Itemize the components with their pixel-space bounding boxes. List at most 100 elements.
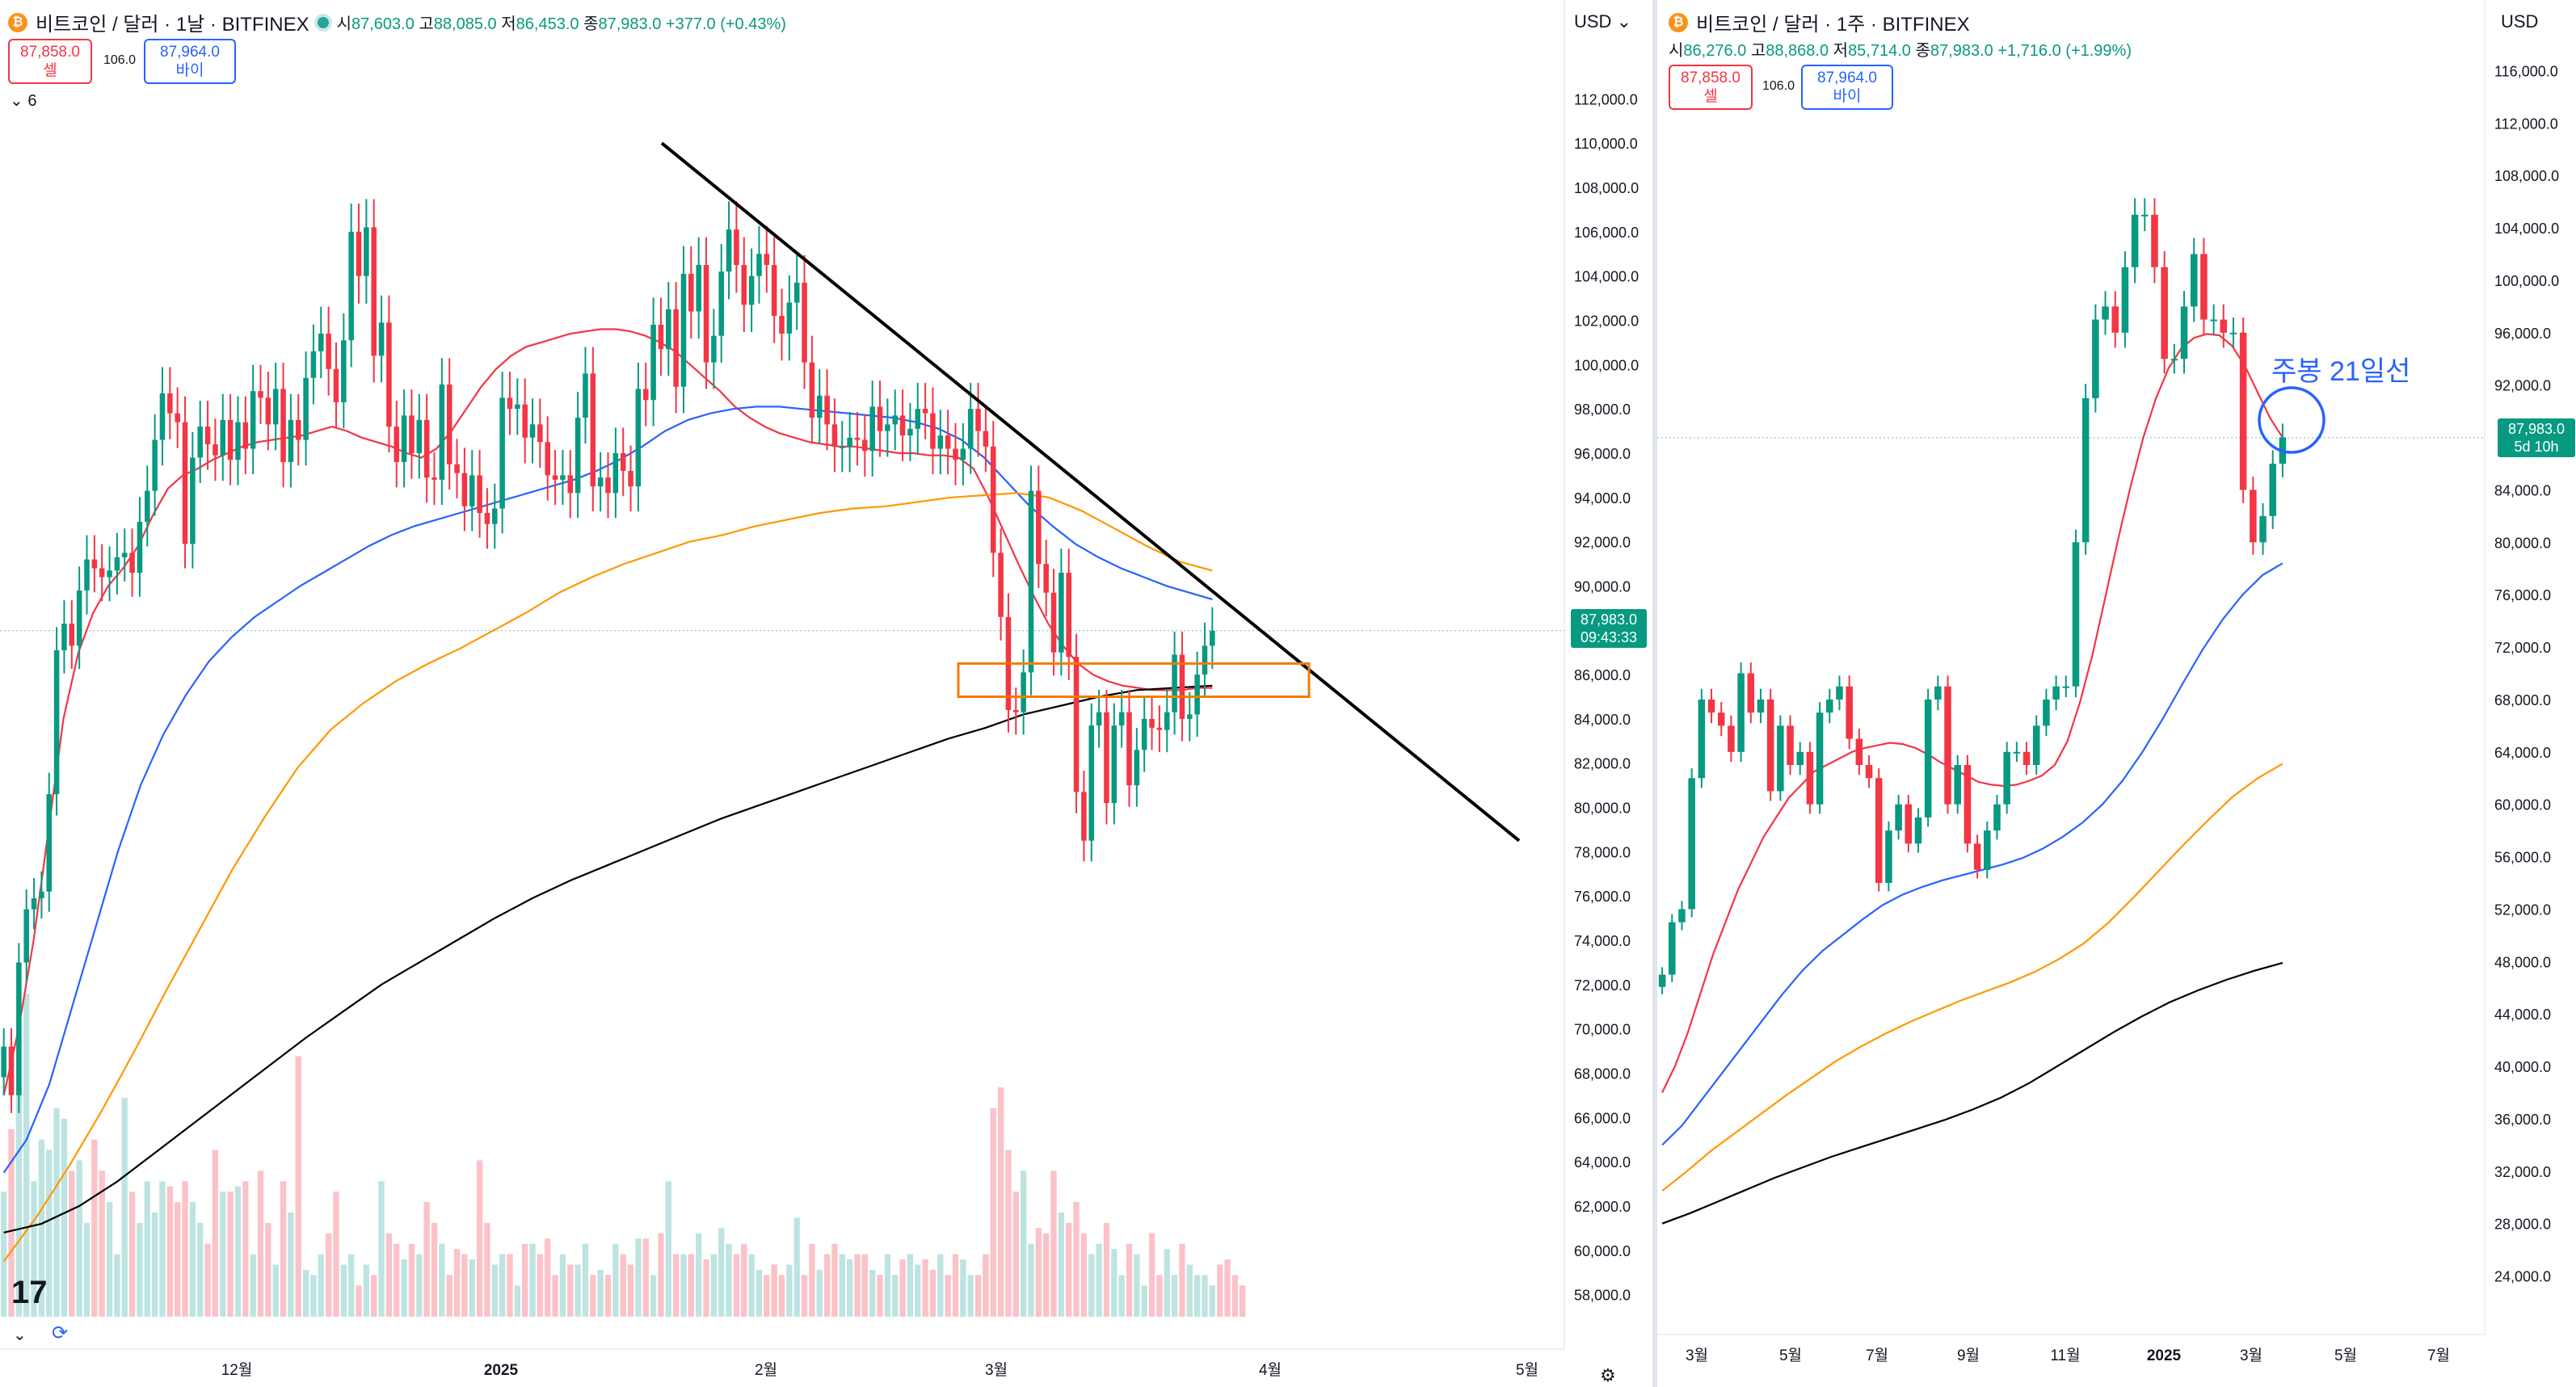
volume-bar <box>1080 1233 1088 1317</box>
candle-body <box>1194 675 1200 715</box>
candle-body <box>1059 573 1064 653</box>
candle-body <box>953 448 958 460</box>
symbol-title[interactable]: 비트코인 / 달러 · 1날 · BITFINEX <box>36 14 309 36</box>
candle-body <box>258 391 263 398</box>
refresh-icon[interactable]: ⟳ <box>52 1322 69 1344</box>
candle-body <box>831 424 838 447</box>
candle-body <box>1187 714 1193 719</box>
bitcoin-icon: ₿ <box>1669 12 1688 32</box>
candle-body <box>1202 645 1208 675</box>
volume-bar <box>793 1217 800 1317</box>
volume-bar <box>658 1233 664 1317</box>
candle-body <box>1934 686 1942 700</box>
volume-bar <box>915 1264 921 1317</box>
collapse-chevron-icon[interactable]: ⌄ <box>13 1326 27 1344</box>
currency-label[interactable]: USD <box>2501 11 2539 32</box>
weekly-chart-pane[interactable]: ₿ 비트코인 / 달러 · 1주 · BITFINEX 시86,276.0 고8… <box>1657 0 2576 1387</box>
daily-chart-pane[interactable]: ₿ 비트코인 / 달러 · 1날 · BITFINEX 시87,603.0 고8… <box>0 0 1652 1387</box>
candle-body <box>869 406 875 452</box>
volume-bar <box>688 1254 694 1317</box>
candle-body <box>2121 267 2129 333</box>
candle-body <box>1836 686 1843 700</box>
candle-body <box>197 427 203 458</box>
candle-body <box>960 448 966 460</box>
volume-bar <box>1231 1275 1239 1317</box>
candle-body <box>2269 464 2276 516</box>
volume-bar <box>61 1118 68 1317</box>
time-tick-label: 4월 <box>1259 1361 1282 1379</box>
candle-body <box>666 309 671 350</box>
candle-body <box>1104 712 1109 804</box>
candle-body <box>2032 725 2040 766</box>
indicator-toggle[interactable]: ⌄ 6 <box>10 92 37 110</box>
volume-bar <box>83 1222 90 1317</box>
pane-divider[interactable] <box>1652 0 1657 1387</box>
candle-body <box>998 553 1004 617</box>
candle-body <box>1806 751 1814 805</box>
buy-button[interactable]: 87,964.0 바이 <box>1801 65 1893 110</box>
annotation-text[interactable]: 주봉 21일선 <box>2271 356 2411 387</box>
candle-body <box>454 464 460 473</box>
candle-body <box>771 264 777 317</box>
volume-bar <box>1134 1254 1140 1317</box>
candle-body <box>1905 804 1913 844</box>
candle-body <box>764 254 770 265</box>
volume-bar <box>1141 1285 1147 1317</box>
price-tick-label: 106,000.0 <box>1574 225 1639 241</box>
volume-bar <box>378 1181 385 1317</box>
daily-candlestick-chart[interactable]: 112,000.0 110,000.0 108,000.0 106,000.0 104,… <box>0 0 1652 1387</box>
candle-body <box>545 442 550 476</box>
price-tick-label: 62,000.0 <box>1574 1199 1631 1215</box>
volume-bar <box>8 1129 15 1317</box>
volume-bar <box>575 1264 581 1317</box>
volume-bar <box>318 1254 324 1317</box>
sell-button[interactable]: 87,858.0 셀 <box>8 39 92 84</box>
candle-body <box>756 254 762 276</box>
buy-button[interactable]: 87,964.0 바이 <box>144 39 236 84</box>
volume-bar <box>1209 1285 1215 1317</box>
volume-bar <box>1193 1275 1201 1317</box>
candle-body <box>2013 751 2021 754</box>
candle-body <box>612 452 619 494</box>
candle-body <box>658 325 664 350</box>
volume-bar <box>642 1238 649 1317</box>
candle-body <box>1993 804 2001 831</box>
candle-body <box>1164 712 1170 730</box>
volume-bar <box>650 1275 657 1317</box>
volume-bar <box>907 1254 914 1317</box>
sell-button[interactable]: 87,858.0 셀 <box>1669 65 1753 110</box>
symbol-title[interactable]: 비트코인 / 달러 · 1주 · BITFINEX <box>1696 14 1970 36</box>
ema_short-line <box>2 328 1213 1096</box>
weekly-candlestick-chart[interactable]: 116,000.0 112,000.0 108,000.0 104,000.0 100,… <box>1657 0 2576 1387</box>
currency-selector[interactable]: USD ⌄ <box>1574 11 1632 32</box>
candle-body <box>1036 490 1042 565</box>
candle-body <box>1156 727 1163 730</box>
price-tick-label: 68,000.0 <box>2494 692 2551 708</box>
candle-body <box>1777 725 1784 792</box>
volume-bar <box>627 1264 634 1317</box>
volume-bar <box>144 1181 150 1317</box>
price-tick-label: 76,000.0 <box>2494 587 2551 603</box>
tradingview-logo[interactable]: 17 <box>11 1275 48 1310</box>
candle-body <box>930 413 936 449</box>
volume-bar <box>189 1202 196 1317</box>
volume-bar <box>333 1192 339 1317</box>
candle-body <box>348 231 354 341</box>
volume-bar <box>401 1259 407 1317</box>
volume-bar <box>1171 1275 1178 1317</box>
candle-body <box>469 475 475 506</box>
volume-bar <box>823 1254 831 1317</box>
candle-body <box>1855 738 1863 766</box>
volume-bar <box>952 1254 959 1317</box>
candle-body <box>84 559 90 591</box>
price-tick-label: 60,000.0 <box>2494 797 2551 813</box>
volume-bar <box>665 1181 671 1317</box>
volume-bar <box>348 1254 355 1317</box>
price-tick-label: 60,000.0 <box>1574 1243 1631 1259</box>
candle-body <box>2102 306 2109 320</box>
candle-body <box>2052 686 2060 700</box>
candle-body <box>1846 686 1853 739</box>
settings-gear-icon[interactable]: ⚙ <box>1600 1365 1616 1385</box>
volume-bar <box>1035 1228 1042 1317</box>
volume-bar <box>831 1243 838 1317</box>
